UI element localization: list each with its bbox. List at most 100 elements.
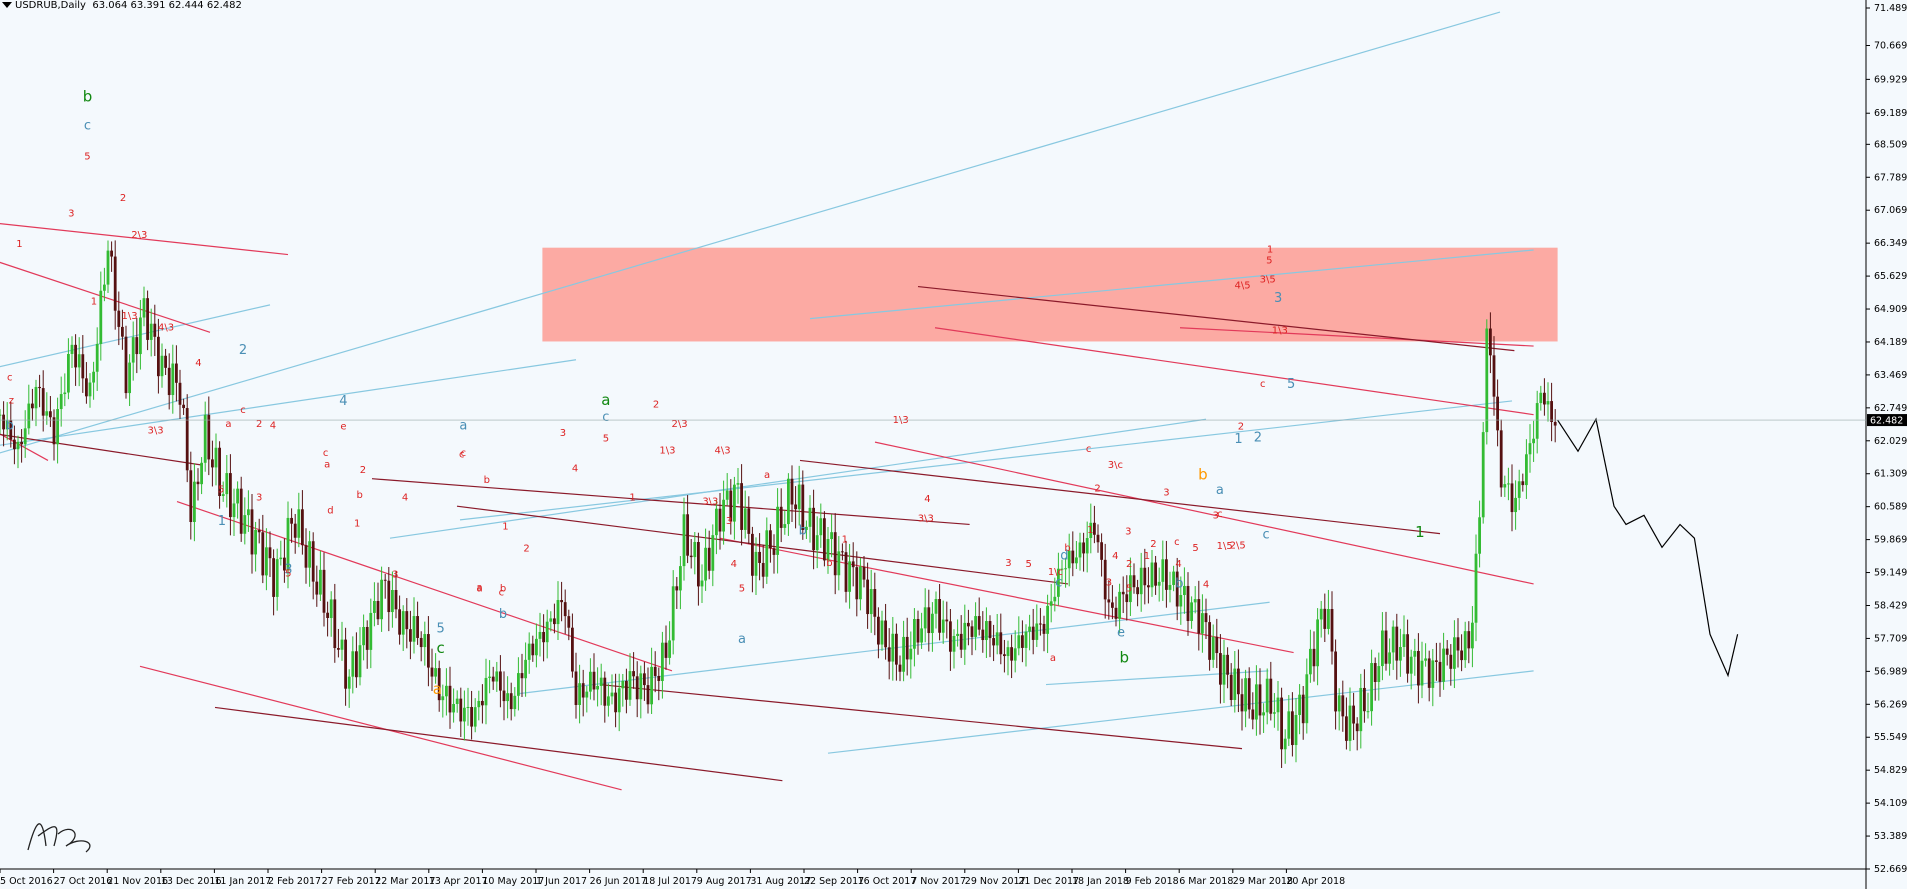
candle[interactable] (499, 655, 502, 708)
candle[interactable] (261, 514, 265, 584)
candle[interactable] (218, 441, 221, 509)
candle[interactable] (574, 652, 578, 719)
candle[interactable] (23, 410, 27, 458)
candle[interactable] (1175, 557, 1179, 621)
candle[interactable] (92, 361, 95, 400)
candle[interactable] (13, 425, 16, 465)
candle[interactable] (430, 648, 434, 691)
candle[interactable] (31, 388, 34, 421)
candle[interactable] (27, 384, 31, 435)
candle[interactable] (1366, 692, 1370, 719)
candle[interactable] (1118, 583, 1121, 634)
candle[interactable] (841, 543, 844, 561)
candle[interactable] (164, 348, 167, 376)
candle[interactable] (477, 690, 481, 721)
trend-line[interactable] (799, 459, 1441, 535)
candle[interactable] (1373, 657, 1377, 701)
candle[interactable] (747, 496, 751, 545)
candle[interactable] (578, 664, 581, 724)
candle[interactable] (1042, 615, 1046, 652)
candle[interactable] (725, 473, 729, 506)
candle[interactable] (571, 613, 574, 678)
candle[interactable] (715, 500, 718, 555)
candle[interactable] (103, 267, 106, 302)
candle[interactable] (0, 409, 2, 434)
candle[interactable] (70, 336, 74, 368)
candle[interactable] (1309, 629, 1312, 683)
candle[interactable] (1395, 613, 1399, 680)
candle[interactable] (628, 653, 632, 706)
candle[interactable] (549, 611, 553, 632)
candle[interactable] (232, 488, 236, 536)
candle[interactable] (585, 686, 589, 713)
candle[interactable] (131, 321, 135, 381)
candle[interactable] (121, 309, 124, 350)
candle[interactable] (1031, 608, 1035, 655)
candle[interactable] (1514, 480, 1517, 530)
candle[interactable] (1183, 567, 1186, 614)
candle[interactable] (1013, 630, 1017, 673)
candle[interactable] (1078, 532, 1082, 571)
candle[interactable] (239, 476, 243, 542)
candle[interactable] (646, 667, 650, 714)
candle[interactable] (1323, 593, 1327, 643)
candle[interactable] (351, 636, 355, 694)
candle[interactable] (1060, 559, 1064, 585)
candle[interactable] (394, 571, 398, 619)
candle[interactable] (1355, 717, 1359, 751)
candle[interactable] (837, 536, 841, 591)
candle[interactable] (1165, 540, 1168, 608)
candle[interactable] (1125, 575, 1129, 621)
candle[interactable] (1139, 552, 1143, 612)
candle[interactable] (1377, 652, 1381, 701)
candle[interactable] (337, 628, 340, 658)
candle[interactable] (193, 463, 196, 542)
candle[interactable] (175, 345, 178, 402)
candle[interactable] (1287, 695, 1291, 747)
candle[interactable] (1143, 548, 1147, 605)
candle[interactable] (247, 490, 250, 532)
candle[interactable] (1402, 615, 1406, 657)
candle[interactable] (898, 655, 902, 682)
candle[interactable] (1247, 667, 1251, 719)
candle[interactable] (1456, 618, 1460, 668)
candle[interactable] (934, 591, 938, 629)
candle[interactable] (99, 271, 103, 361)
candle[interactable] (1409, 649, 1413, 690)
candle[interactable] (905, 617, 909, 676)
candle[interactable] (535, 623, 538, 668)
candle[interactable] (502, 671, 506, 721)
candle[interactable] (625, 668, 628, 714)
candle[interactable] (491, 666, 495, 690)
candle[interactable] (1233, 650, 1237, 713)
candle[interactable] (358, 627, 362, 686)
candle[interactable] (1219, 634, 1222, 704)
candle[interactable] (416, 601, 419, 645)
candle[interactable] (74, 334, 77, 386)
candle[interactable] (1240, 678, 1244, 731)
candle[interactable] (1265, 668, 1269, 725)
candle[interactable] (531, 635, 535, 662)
trend-line[interactable] (0, 359, 577, 447)
candle[interactable] (142, 286, 146, 327)
candle[interactable] (16, 435, 20, 469)
trend-line[interactable] (0, 259, 211, 333)
candle[interactable] (1197, 580, 1201, 651)
candle[interactable] (758, 533, 761, 581)
candle[interactable] (1528, 424, 1532, 473)
candle[interactable] (970, 620, 974, 656)
candle[interactable] (1517, 469, 1521, 511)
candle[interactable] (1255, 665, 1258, 736)
candle[interactable] (805, 520, 808, 539)
candle[interactable] (873, 572, 877, 636)
candle[interactable] (423, 621, 427, 666)
candle[interactable] (880, 610, 884, 651)
candle[interactable] (1363, 669, 1366, 723)
candle[interactable] (794, 486, 797, 529)
candle[interactable] (409, 610, 412, 660)
candle[interactable] (949, 608, 952, 671)
candle[interactable] (1193, 586, 1197, 614)
candle[interactable] (286, 501, 290, 589)
trend-line[interactable] (719, 537, 1294, 654)
candle[interactable] (1075, 540, 1078, 569)
